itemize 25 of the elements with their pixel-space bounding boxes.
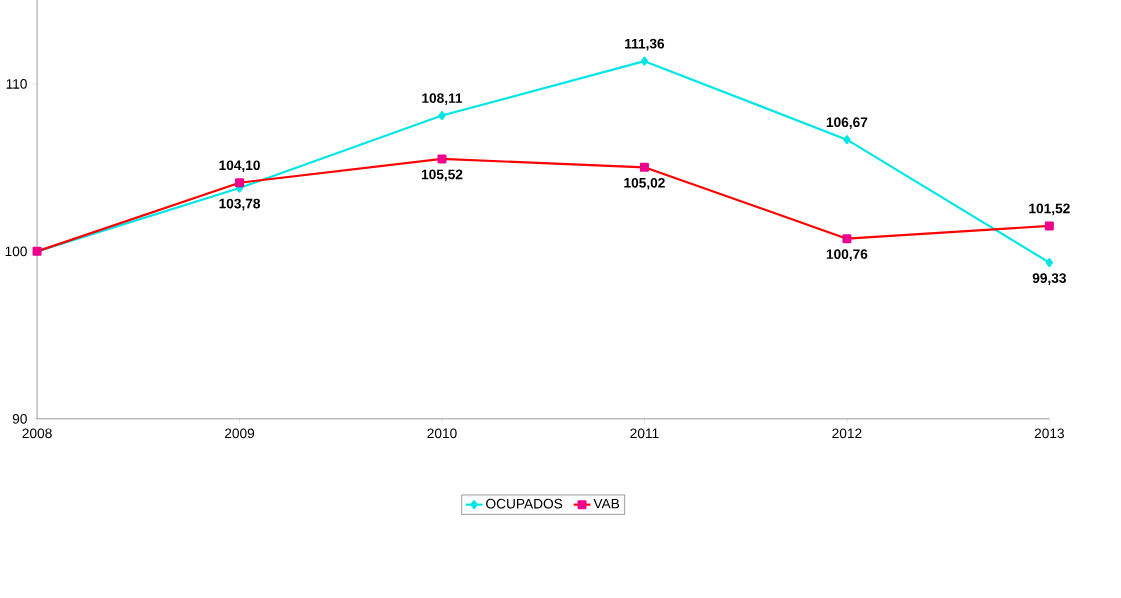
x-tick-label: 2010 [427, 428, 457, 439]
data-label: 105,02 [624, 177, 665, 190]
data-label: 111,36 [625, 38, 665, 51]
point [640, 56, 649, 66]
x-tick-label: 2008 [22, 428, 52, 439]
y-tick-label: 110 [6, 79, 27, 89]
point [1045, 258, 1054, 268]
legend-label: VAB [593, 498, 620, 509]
x-tick-label: 2012 [832, 428, 862, 439]
x-tick-label: 2009 [224, 428, 255, 439]
data-label: 105,52 [421, 169, 463, 182]
data-label: 101,52 [1029, 203, 1070, 216]
data-label: 104,10 [219, 160, 260, 173]
legend-label: OCUPADOS [486, 498, 563, 509]
data-label: 99,33 [1032, 273, 1066, 285]
point [438, 111, 446, 121]
data-label: 108,11 [422, 93, 463, 105]
y-tick-label: 90 [12, 413, 27, 424]
point [843, 135, 851, 145]
data-label: 100,76 [826, 249, 868, 261]
data-label: 103,78 [219, 198, 261, 211]
x-tick-label: 2013 [1034, 428, 1064, 439]
y-tick-label: 100 [5, 246, 27, 257]
data-label: 106,67 [826, 117, 868, 130]
x-tick-label: 2011 [630, 428, 659, 439]
